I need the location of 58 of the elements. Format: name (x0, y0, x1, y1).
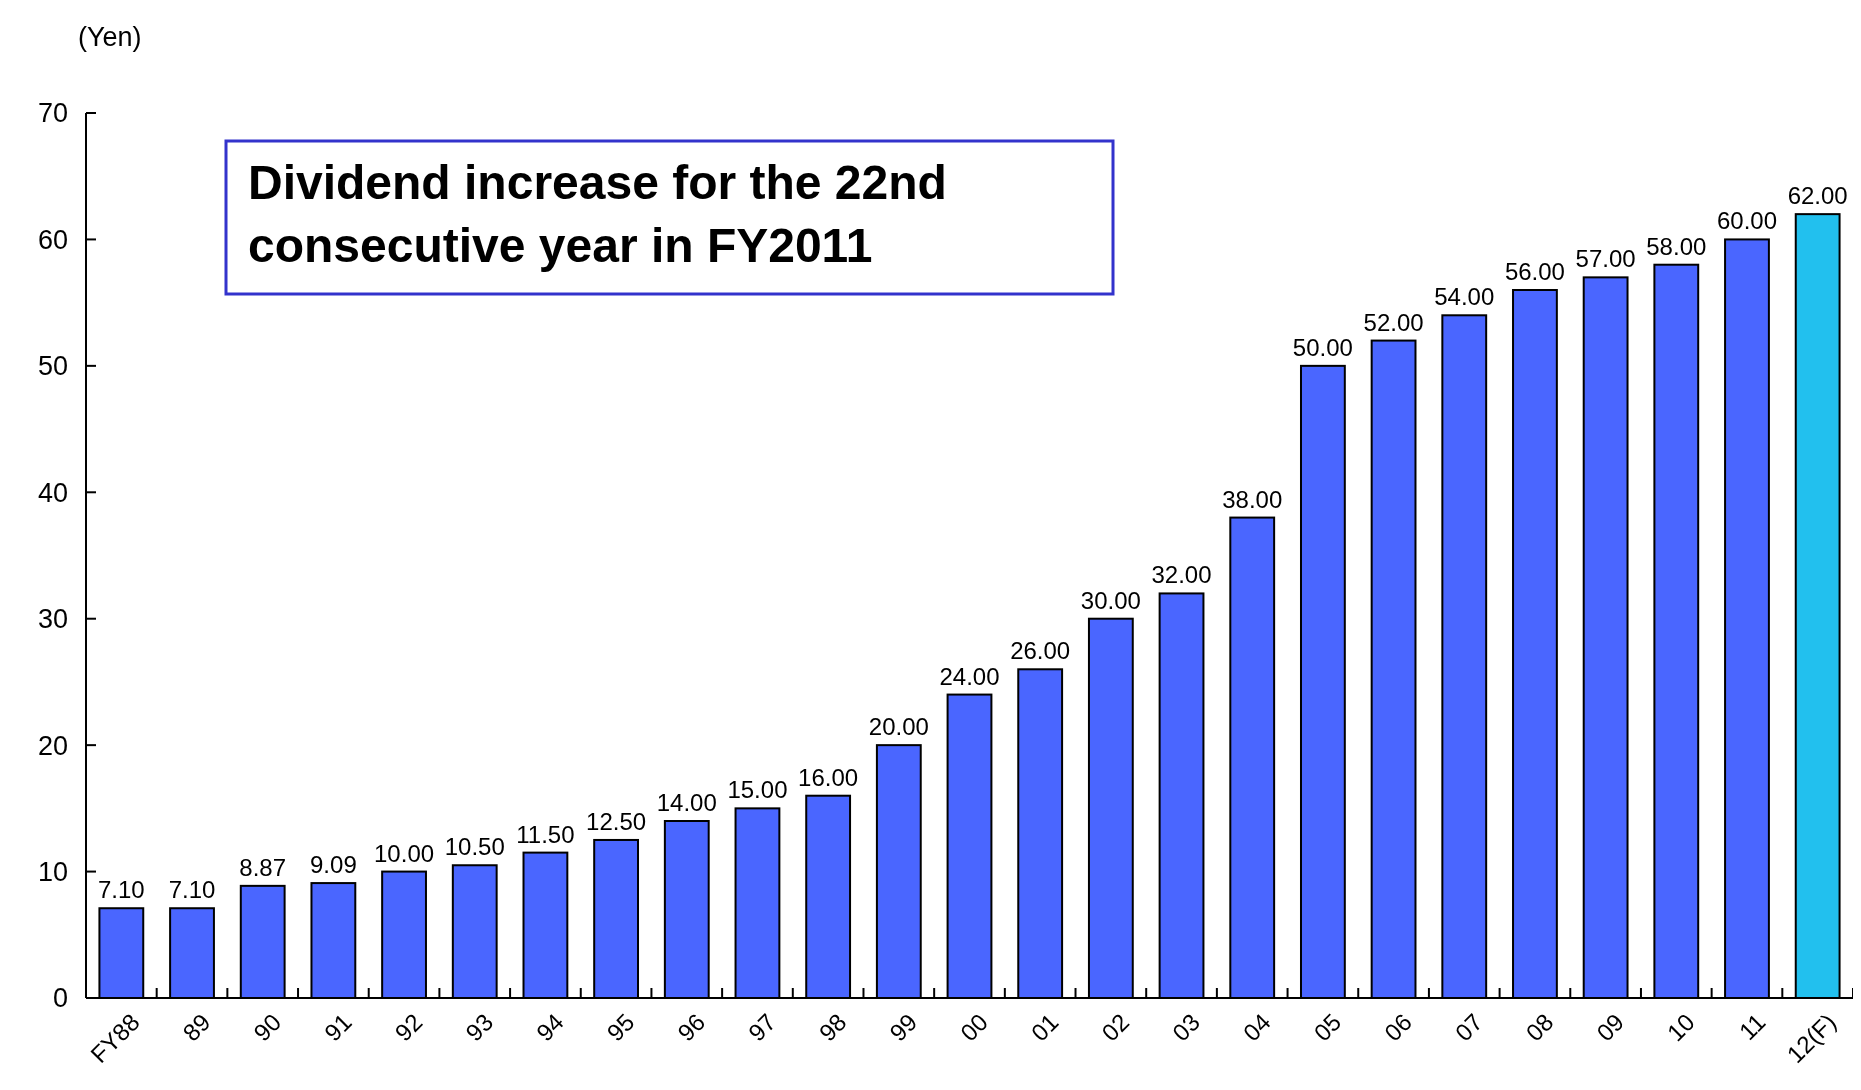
data-label: 20.00 (868, 713, 929, 741)
x-tick-label: 03 (1166, 1008, 1205, 1047)
x-tick-label: 02 (1096, 1008, 1135, 1047)
data-label: 8.87 (239, 853, 287, 881)
x-tick-label: 97 (742, 1008, 781, 1047)
data-label: 15.00 (727, 776, 788, 804)
x-tick-label: 91 (318, 1008, 357, 1047)
x-tick-label: 11 (1733, 1008, 1771, 1046)
data-label: 60.00 (1716, 207, 1778, 235)
y-tick-label: 50 (37, 351, 68, 382)
x-tick-label: 00 (954, 1008, 993, 1047)
data-label: 12.50 (586, 807, 647, 835)
data-label: 26.00 (1010, 637, 1071, 665)
x-tick-label: 05 (1308, 1008, 1347, 1047)
data-label: 16.00 (798, 763, 859, 791)
data-label: 50.00 (1292, 333, 1353, 361)
data-label: 57.00 (1575, 245, 1636, 273)
data-label: 11.50 (516, 820, 575, 848)
data-label: 14.00 (656, 789, 717, 816)
data-label: 24.00 (939, 662, 1000, 690)
y-tick-label: 0 (52, 983, 68, 1014)
data-label: 54.00 (1434, 283, 1495, 311)
data-label: 7.10 (97, 876, 145, 904)
x-tick-label: 04 (1237, 1008, 1276, 1047)
x-tick-label: 06 (1379, 1008, 1417, 1047)
y-tick-label: 10 (37, 857, 68, 888)
data-label: 7.10 (168, 876, 216, 904)
x-tick-label: 89 (177, 1008, 216, 1047)
x-tick-label: 94 (530, 1008, 569, 1047)
x-tick-label: 95 (601, 1008, 640, 1047)
x-tick-label: 98 (813, 1008, 852, 1047)
x-tick-label: 96 (672, 1008, 711, 1047)
title-box: Dividend increase for the 22nd consecutive year in FY2011 (224, 139, 1115, 296)
data-label: 9.09 (310, 851, 357, 879)
y-tick-label: 20 (37, 730, 68, 761)
data-label: 10.50 (444, 833, 505, 861)
x-tick-label: 07 (1449, 1008, 1488, 1047)
x-tick-label: 90 (248, 1008, 287, 1047)
x-tick-label: 99 (884, 1008, 923, 1047)
data-label: 38.00 (1222, 485, 1283, 513)
y-tick-label: 60 (37, 224, 68, 255)
x-tick-label: 93 (460, 1008, 499, 1047)
x-tick-label: 08 (1520, 1008, 1559, 1047)
data-label: 58.00 (1646, 232, 1707, 260)
y-tick-label: 40 (37, 477, 68, 508)
data-label: 32.00 (1151, 561, 1212, 589)
data-label: 10.00 (374, 839, 435, 867)
x-tick-label: 01 (1025, 1008, 1064, 1047)
data-label: 56.00 (1504, 258, 1565, 285)
x-tick-label: 92 (389, 1008, 428, 1047)
y-tick-label: 70 (37, 98, 68, 129)
x-tick-label: 10 (1661, 1008, 1700, 1047)
data-label: 30.00 (1080, 586, 1141, 614)
y-tick-label: 30 (37, 604, 68, 635)
y-axis-title: (Yen) (78, 22, 142, 52)
x-tick-label: 09 (1591, 1008, 1630, 1047)
data-label: 52.00 (1363, 308, 1424, 336)
data-label: 62.00 (1787, 182, 1848, 210)
